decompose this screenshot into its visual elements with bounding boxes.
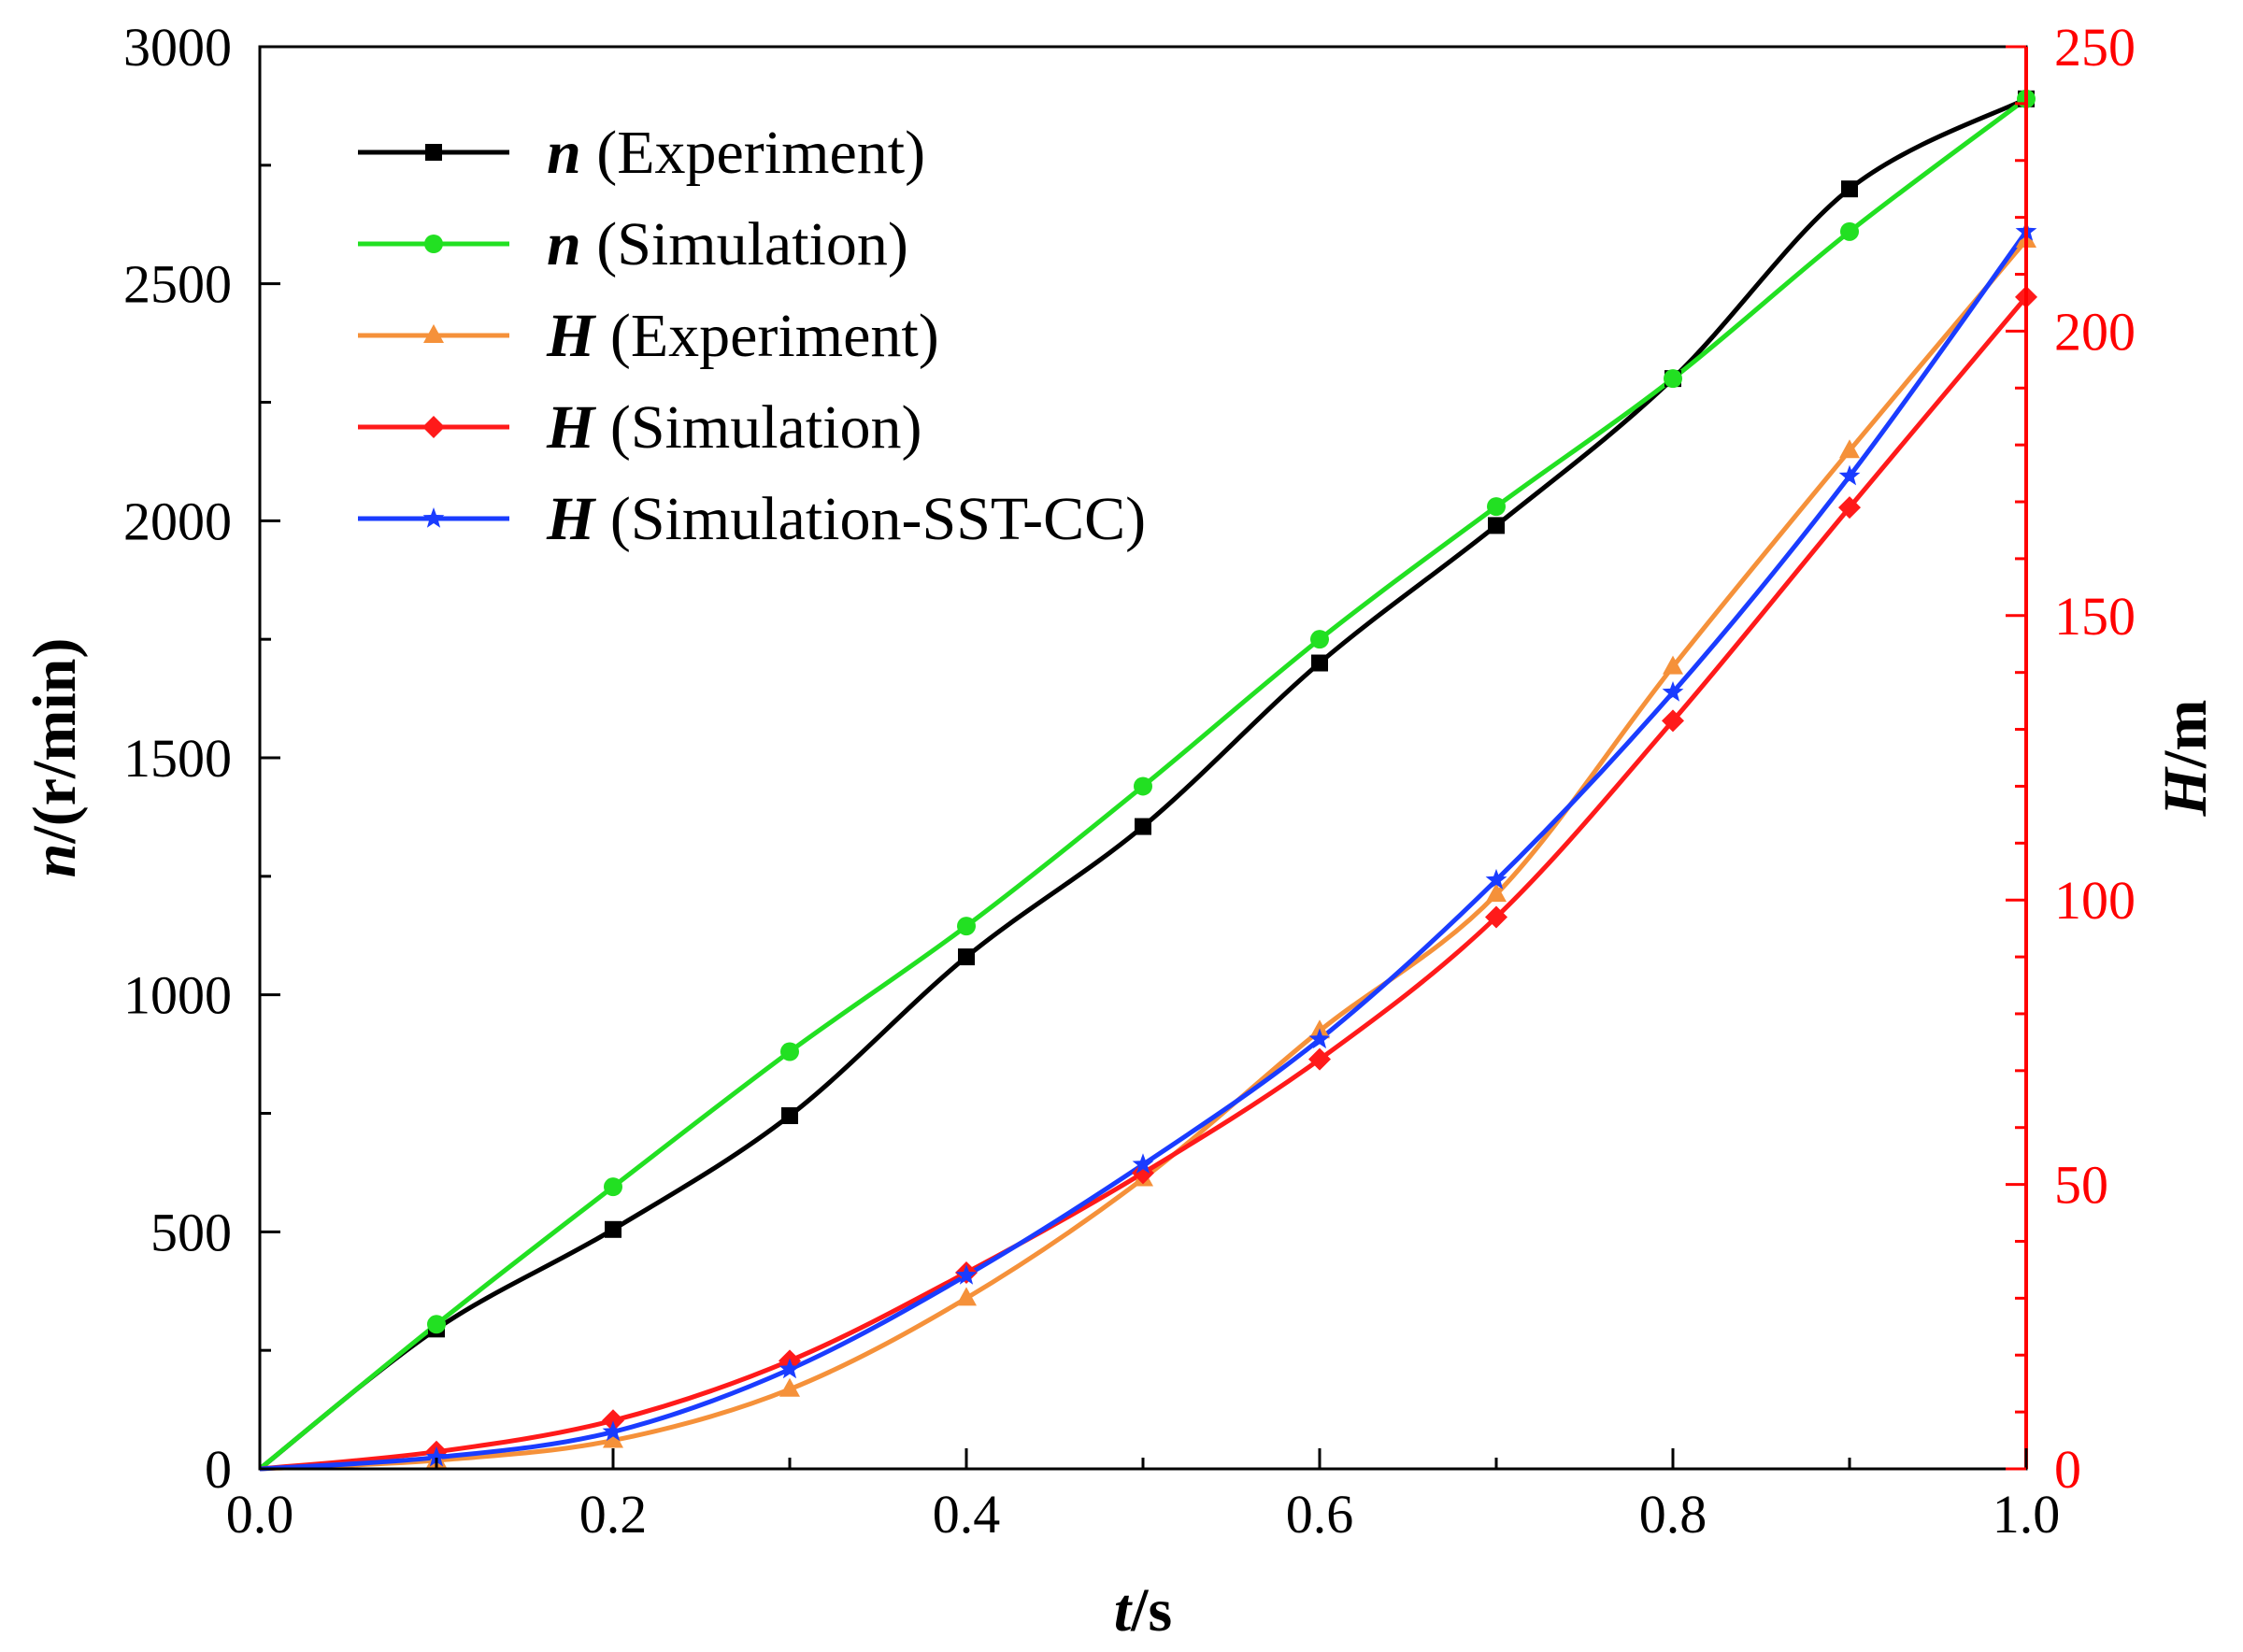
legend-name: (Experiment) <box>581 119 925 187</box>
x-tick-label: 0.6 <box>1286 1484 1354 1545</box>
data-point-series-1 <box>427 1315 446 1334</box>
y-tick-label: 1500 <box>123 728 232 789</box>
legend-symbol: H <box>546 302 597 370</box>
legend: n (Experiment)n (Simulation)H (Experimen… <box>358 119 1146 553</box>
series-line-2 <box>259 238 2028 1472</box>
data-point-series-2 <box>956 1287 977 1306</box>
legend-label: H (Simulation-SST-CC) <box>546 485 1146 553</box>
data-point-series-4 <box>955 1264 978 1285</box>
legend-symbol: n <box>547 119 581 187</box>
data-point-series-4 <box>1132 1153 1154 1174</box>
x-axis-symbol: t <box>1114 1576 1133 1645</box>
y-axis-symbol: n <box>21 844 89 878</box>
data-point-series-0 <box>1311 654 1328 672</box>
x-tick-label: 0.8 <box>1639 1484 1707 1545</box>
legend-symbol: H <box>546 485 597 553</box>
data-point-series-2 <box>779 1377 800 1397</box>
y-tick-label: 1000 <box>123 965 232 1026</box>
data-point-series-2 <box>1839 439 1860 459</box>
legend-marker <box>422 416 445 438</box>
data-point-series-3 <box>1308 1047 1331 1071</box>
data-point-series-2 <box>1663 655 1683 675</box>
data-point-series-3 <box>1132 1161 1154 1185</box>
series-line-4 <box>259 230 2029 1472</box>
data-point-series-3 <box>1838 496 1861 520</box>
data-point-series-1 <box>1840 221 1859 241</box>
y2-tick-label: 250 <box>2054 17 2136 78</box>
y2-tick-label: 50 <box>2054 1155 2108 1216</box>
data-point-series-1 <box>604 1177 622 1197</box>
legend-symbol: n <box>547 210 581 278</box>
data-point-series-3 <box>1485 905 1507 929</box>
y-tick-label: 500 <box>150 1202 232 1262</box>
y-tick-label: 2500 <box>123 254 232 315</box>
data-point-series-0 <box>958 948 975 966</box>
x-tick-label: 0.2 <box>579 1484 648 1545</box>
legend-marker <box>422 507 445 528</box>
data-point-series-4 <box>1308 1028 1331 1049</box>
legend-name: (Experiment) <box>594 302 938 370</box>
data-point-series-2 <box>603 1429 623 1448</box>
data-point-series-4 <box>425 1446 448 1467</box>
y2-axis-symbol: H <box>2151 765 2220 817</box>
data-point-series-3 <box>1662 709 1684 733</box>
data-point-series-0 <box>1135 818 1151 835</box>
data-point-series-1 <box>1664 369 1682 389</box>
data-point-series-1 <box>780 1042 799 1061</box>
data-point-series-4 <box>1838 464 1861 486</box>
legend-marker <box>424 235 443 253</box>
data-point-series-4 <box>602 1420 624 1442</box>
legend-marker <box>425 144 442 161</box>
y2-tick-label: 150 <box>2054 586 2136 647</box>
data-point-series-2 <box>1486 883 1507 903</box>
legend-symbol: H <box>546 393 597 462</box>
data-point-series-0 <box>781 1107 798 1125</box>
data-point-series-0 <box>605 1220 621 1238</box>
data-point-series-1 <box>1487 497 1506 517</box>
data-point-series-0 <box>1841 180 1858 198</box>
legend-marker <box>423 324 444 343</box>
x-tick-label: 0.0 <box>226 1484 294 1545</box>
y-tick-label: 0 <box>205 1439 232 1500</box>
y2-tick-label: 200 <box>2054 301 2136 362</box>
x-axis-unit: /s <box>1130 1576 1172 1645</box>
legend-name: (Simulation-SST-CC) <box>594 485 1146 553</box>
x-axis: 0.0 0.2 0.4 0.6 0.8 1.0 <box>226 1448 2061 1545</box>
y-tick-label: 2000 <box>123 491 232 551</box>
data-point-series-0 <box>1488 517 1505 534</box>
data-point-series-1 <box>1134 776 1152 796</box>
legend-name: (Simulation) <box>594 393 921 462</box>
series-line-3 <box>259 295 2028 1472</box>
legend-label: n (Experiment) <box>547 119 925 187</box>
y2-axis-unit: /m <box>2151 700 2220 769</box>
y-axis-unit: /(r/min) <box>21 638 89 845</box>
data-point-series-1 <box>1310 630 1329 649</box>
legend-label: n (Simulation) <box>547 210 908 278</box>
y-axis-title: n/(r/min) <box>21 638 89 878</box>
data-point-series-1 <box>957 917 976 936</box>
data-point-series-4 <box>1662 681 1684 702</box>
data-point-series-4 <box>1485 868 1507 890</box>
x-tick-label: 0.4 <box>933 1484 1001 1545</box>
y-tick-label: 3000 <box>123 17 232 78</box>
legend-name: (Simulation) <box>581 210 908 278</box>
data-point-series-4 <box>779 1358 801 1379</box>
y2-tick-label: 100 <box>2054 870 2136 931</box>
y2-tick-label: 0 <box>2054 1439 2081 1500</box>
y-axis-left: 0 500 1000 1500 2000 2500 3000 <box>123 17 280 1500</box>
x-axis-title: t/s <box>1114 1576 1172 1645</box>
legend-label: H (Simulation) <box>546 393 922 462</box>
legend-label: H (Experiment) <box>546 302 939 370</box>
y-axis-right: 0 50 100 150 200 250 <box>2006 17 2136 1500</box>
data-point-series-3 <box>602 1409 624 1432</box>
x-tick-label: 1.0 <box>1993 1484 2061 1545</box>
y2-axis-title: H/m <box>2151 700 2220 818</box>
